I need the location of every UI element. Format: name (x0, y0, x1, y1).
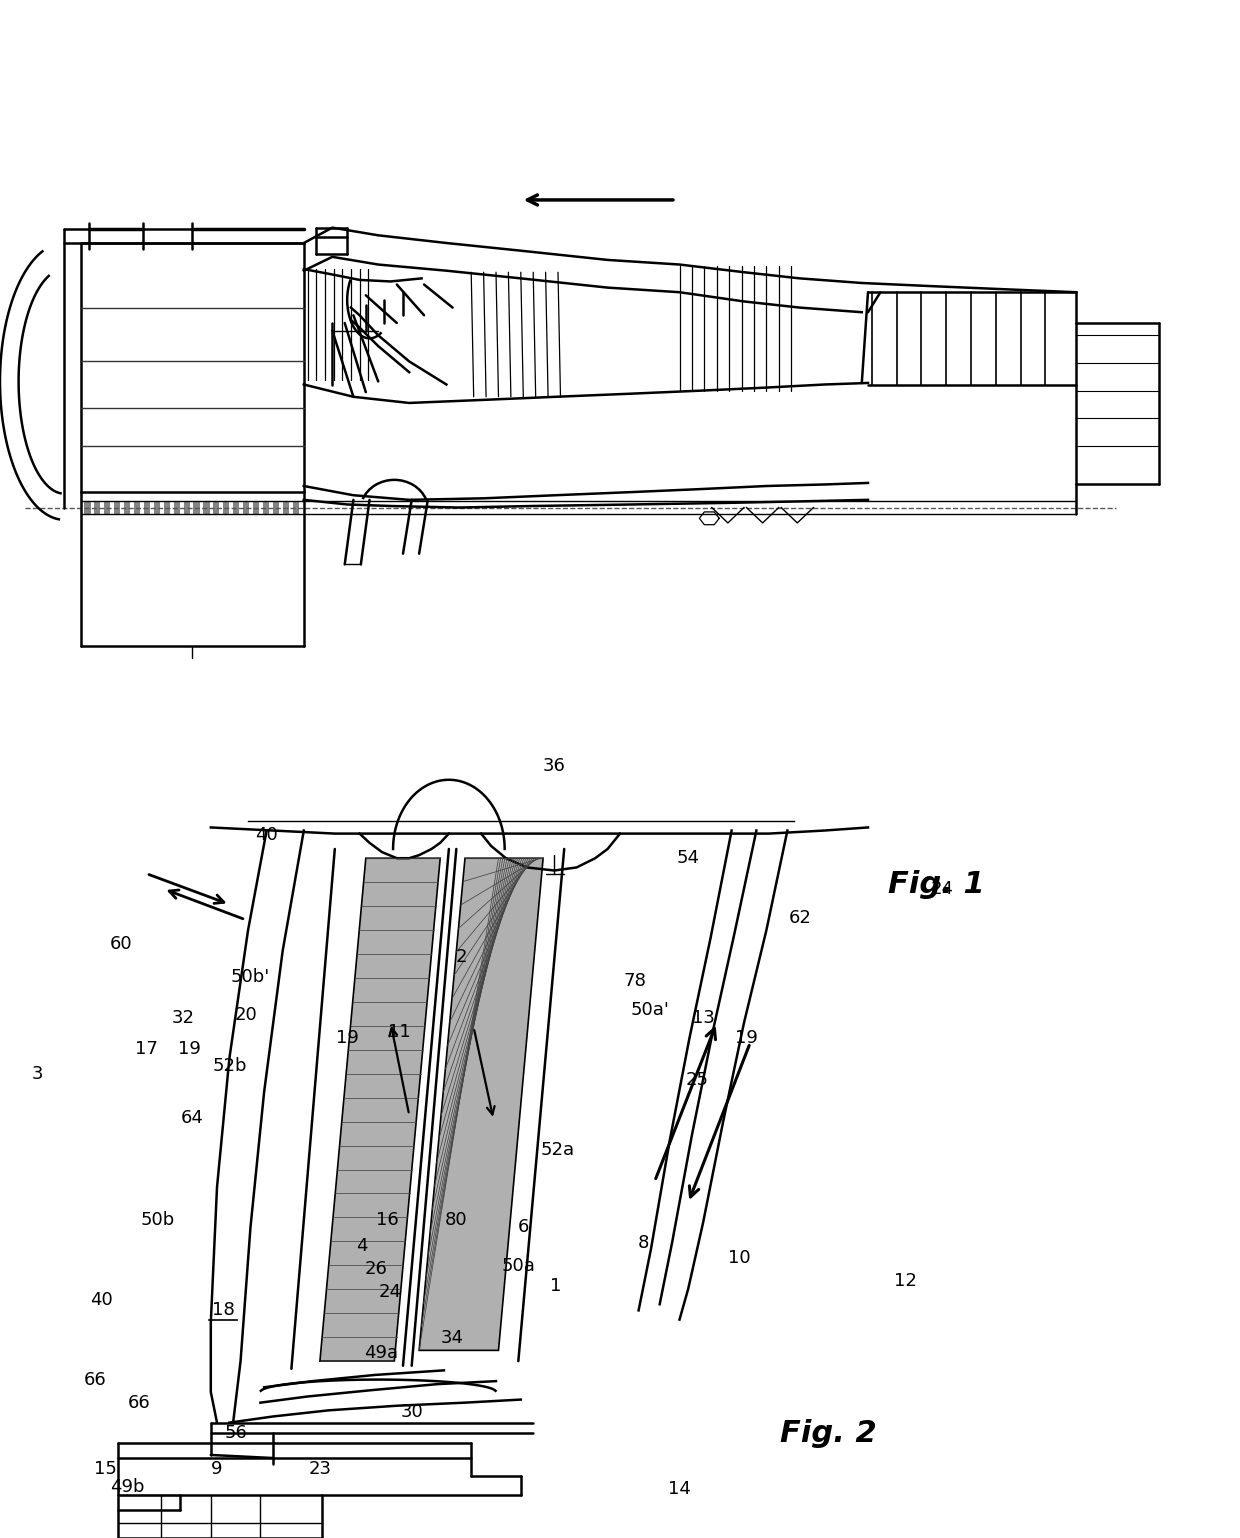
Text: 26: 26 (365, 1260, 387, 1278)
Text: 50a: 50a (501, 1257, 536, 1275)
Text: Fig. 2: Fig. 2 (780, 1420, 877, 1447)
Text: 2: 2 (455, 947, 467, 966)
Text: 40: 40 (91, 1290, 113, 1309)
Text: 6: 6 (517, 1218, 529, 1237)
Text: 14: 14 (668, 1480, 691, 1498)
Polygon shape (114, 501, 120, 514)
Text: 1: 1 (549, 1277, 562, 1295)
Text: 50a': 50a' (630, 1001, 670, 1020)
Text: 11: 11 (388, 1023, 410, 1041)
Polygon shape (293, 501, 299, 514)
Text: 64: 64 (181, 1109, 203, 1127)
Polygon shape (283, 501, 289, 514)
Polygon shape (243, 501, 249, 514)
Text: 24: 24 (931, 880, 954, 898)
Polygon shape (184, 501, 190, 514)
Text: 80: 80 (445, 1210, 467, 1229)
Text: 49a: 49a (363, 1344, 398, 1363)
Polygon shape (213, 501, 219, 514)
Text: 50b': 50b' (231, 967, 270, 986)
Text: 19: 19 (179, 1040, 201, 1058)
Text: 78: 78 (624, 972, 646, 990)
Text: 17: 17 (135, 1040, 157, 1058)
Text: 32: 32 (172, 1009, 195, 1027)
Text: 12: 12 (894, 1272, 916, 1290)
Text: 23: 23 (309, 1460, 331, 1478)
Text: 60: 60 (110, 935, 133, 954)
Text: 18: 18 (212, 1301, 234, 1320)
Polygon shape (134, 501, 140, 514)
Polygon shape (104, 501, 110, 514)
Text: 4: 4 (356, 1237, 368, 1255)
Polygon shape (263, 501, 269, 514)
Text: 3: 3 (31, 1064, 43, 1083)
Text: 16: 16 (376, 1210, 398, 1229)
Text: 36: 36 (543, 757, 565, 775)
Polygon shape (273, 501, 279, 514)
Polygon shape (419, 858, 543, 1350)
Polygon shape (203, 501, 210, 514)
Text: 52b: 52b (212, 1057, 247, 1075)
Text: 30: 30 (401, 1403, 423, 1421)
Polygon shape (144, 501, 150, 514)
Text: 20: 20 (234, 1006, 257, 1024)
Text: 52a: 52a (541, 1141, 575, 1160)
Text: 13: 13 (692, 1009, 714, 1027)
Text: 40: 40 (255, 826, 278, 844)
Text: 15: 15 (94, 1460, 117, 1478)
Polygon shape (174, 501, 180, 514)
Text: 8: 8 (637, 1233, 650, 1252)
Polygon shape (320, 858, 440, 1361)
Text: Fig. 1: Fig. 1 (888, 871, 985, 898)
Text: 10: 10 (728, 1249, 750, 1267)
Text: 9: 9 (211, 1460, 223, 1478)
Polygon shape (193, 501, 200, 514)
Polygon shape (233, 501, 239, 514)
Polygon shape (154, 501, 160, 514)
Text: 66: 66 (128, 1393, 150, 1412)
Polygon shape (253, 501, 259, 514)
Text: 25: 25 (686, 1070, 708, 1089)
Text: 56: 56 (224, 1424, 247, 1443)
Text: 34: 34 (441, 1329, 464, 1347)
Text: 49b: 49b (110, 1478, 145, 1496)
Text: 50b: 50b (140, 1210, 175, 1229)
Polygon shape (94, 501, 100, 514)
Text: 62: 62 (789, 909, 811, 927)
Polygon shape (223, 501, 229, 514)
Text: 19: 19 (735, 1029, 758, 1047)
Text: 66: 66 (84, 1370, 107, 1389)
Text: 54: 54 (677, 849, 699, 867)
Polygon shape (124, 501, 130, 514)
Text: 19: 19 (336, 1029, 358, 1047)
Text: 24: 24 (379, 1283, 402, 1301)
Polygon shape (164, 501, 170, 514)
Polygon shape (84, 501, 91, 514)
